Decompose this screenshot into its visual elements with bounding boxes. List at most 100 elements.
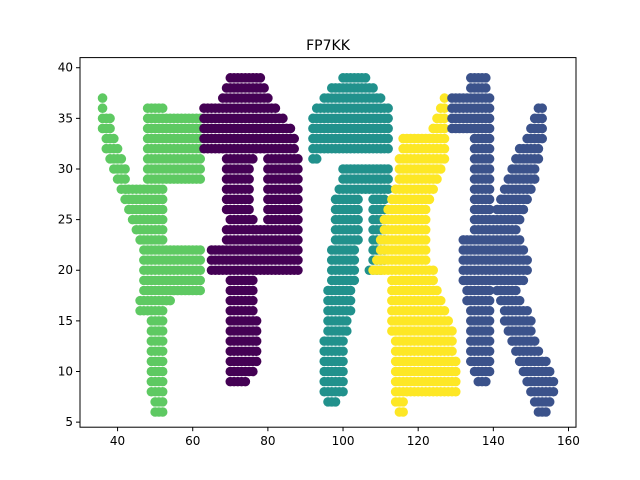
data-point (383, 184, 393, 195)
data-point (353, 235, 363, 245)
data-point (548, 376, 559, 387)
data-point (338, 336, 348, 346)
data-point (439, 154, 450, 164)
data-point (383, 174, 393, 184)
data-point (248, 154, 258, 164)
data-point (157, 214, 168, 225)
data-point (157, 316, 168, 326)
data-point (244, 184, 254, 195)
data-point (338, 376, 348, 387)
data-point (311, 154, 322, 164)
data-point (484, 316, 495, 326)
data-point (251, 346, 262, 357)
data-point (251, 316, 262, 326)
data-point (529, 336, 540, 346)
axis-ticks: 40 60 80 100 120 140 160 5 10 15 20 25 30 35 40 (58, 61, 580, 448)
data-point (293, 265, 303, 276)
data-point (428, 265, 439, 276)
data-point (481, 83, 491, 93)
y-tick-label: 35 (58, 111, 73, 125)
data-point (120, 174, 130, 184)
data-point (526, 316, 536, 326)
data-point (195, 245, 206, 255)
data-point (420, 245, 431, 255)
data-point (514, 214, 525, 225)
data-point (349, 245, 360, 255)
data-point (289, 143, 299, 154)
data-point (548, 386, 559, 397)
data-point (157, 224, 168, 235)
data-point (420, 235, 431, 245)
data-point (97, 93, 108, 103)
data-point (293, 194, 303, 205)
data-point (285, 123, 296, 134)
x-tick-label: 160 (557, 434, 580, 448)
data-point (157, 407, 168, 417)
data-point (248, 214, 258, 225)
data-point (537, 123, 547, 134)
data-point (157, 356, 168, 367)
data-point (484, 184, 495, 195)
data-point (345, 295, 356, 306)
data-point (398, 397, 408, 407)
y-tick-label: 40 (58, 61, 73, 75)
data-point (439, 305, 450, 316)
data-point (383, 103, 393, 114)
data-point (157, 386, 168, 397)
x-tick-label: 100 (332, 434, 355, 448)
data-point (447, 346, 457, 357)
data-point (484, 133, 495, 144)
data-point (349, 265, 360, 276)
data-point (428, 275, 439, 286)
data-point (251, 336, 262, 346)
data-point (514, 295, 525, 306)
data-point (345, 285, 356, 296)
data-point (345, 305, 356, 316)
data-point (338, 366, 348, 377)
y-tick-label: 30 (58, 162, 73, 176)
data-point (330, 397, 341, 407)
data-point (450, 356, 461, 367)
data-point (353, 194, 363, 205)
data-point (522, 305, 532, 316)
data-point (120, 164, 130, 174)
x-tick-label: 40 (110, 434, 125, 448)
data-point (484, 285, 495, 296)
data-point (511, 224, 521, 235)
data-point (533, 143, 544, 154)
data-point (248, 305, 258, 316)
data-point (537, 103, 547, 114)
data-point (439, 113, 450, 124)
x-tick-label: 140 (482, 434, 505, 448)
data-point (484, 356, 495, 367)
data-point (341, 316, 352, 326)
data-point (435, 295, 446, 306)
data-point (398, 407, 408, 417)
data-point (484, 93, 495, 103)
x-tick-label: 60 (185, 434, 200, 448)
data-point (484, 346, 495, 357)
series-1 (199, 73, 303, 387)
data-point (244, 164, 254, 174)
data-point (157, 184, 168, 195)
data-point (443, 316, 454, 326)
data-point (248, 285, 258, 296)
y-tick-label: 10 (58, 365, 73, 379)
data-point (484, 194, 495, 205)
data-point (484, 123, 495, 134)
data-point (165, 295, 175, 306)
data-point (450, 386, 461, 397)
data-point (195, 164, 206, 174)
data-point (263, 93, 273, 103)
data-point (484, 164, 495, 174)
data-point (244, 204, 254, 215)
data-point (439, 123, 450, 134)
data-point (195, 174, 206, 184)
data-point (341, 326, 352, 336)
data-point (251, 326, 262, 336)
data-point (293, 245, 303, 255)
data-point (484, 174, 495, 184)
data-point (518, 245, 529, 255)
y-tick-label: 25 (58, 213, 73, 227)
data-point (353, 214, 363, 225)
